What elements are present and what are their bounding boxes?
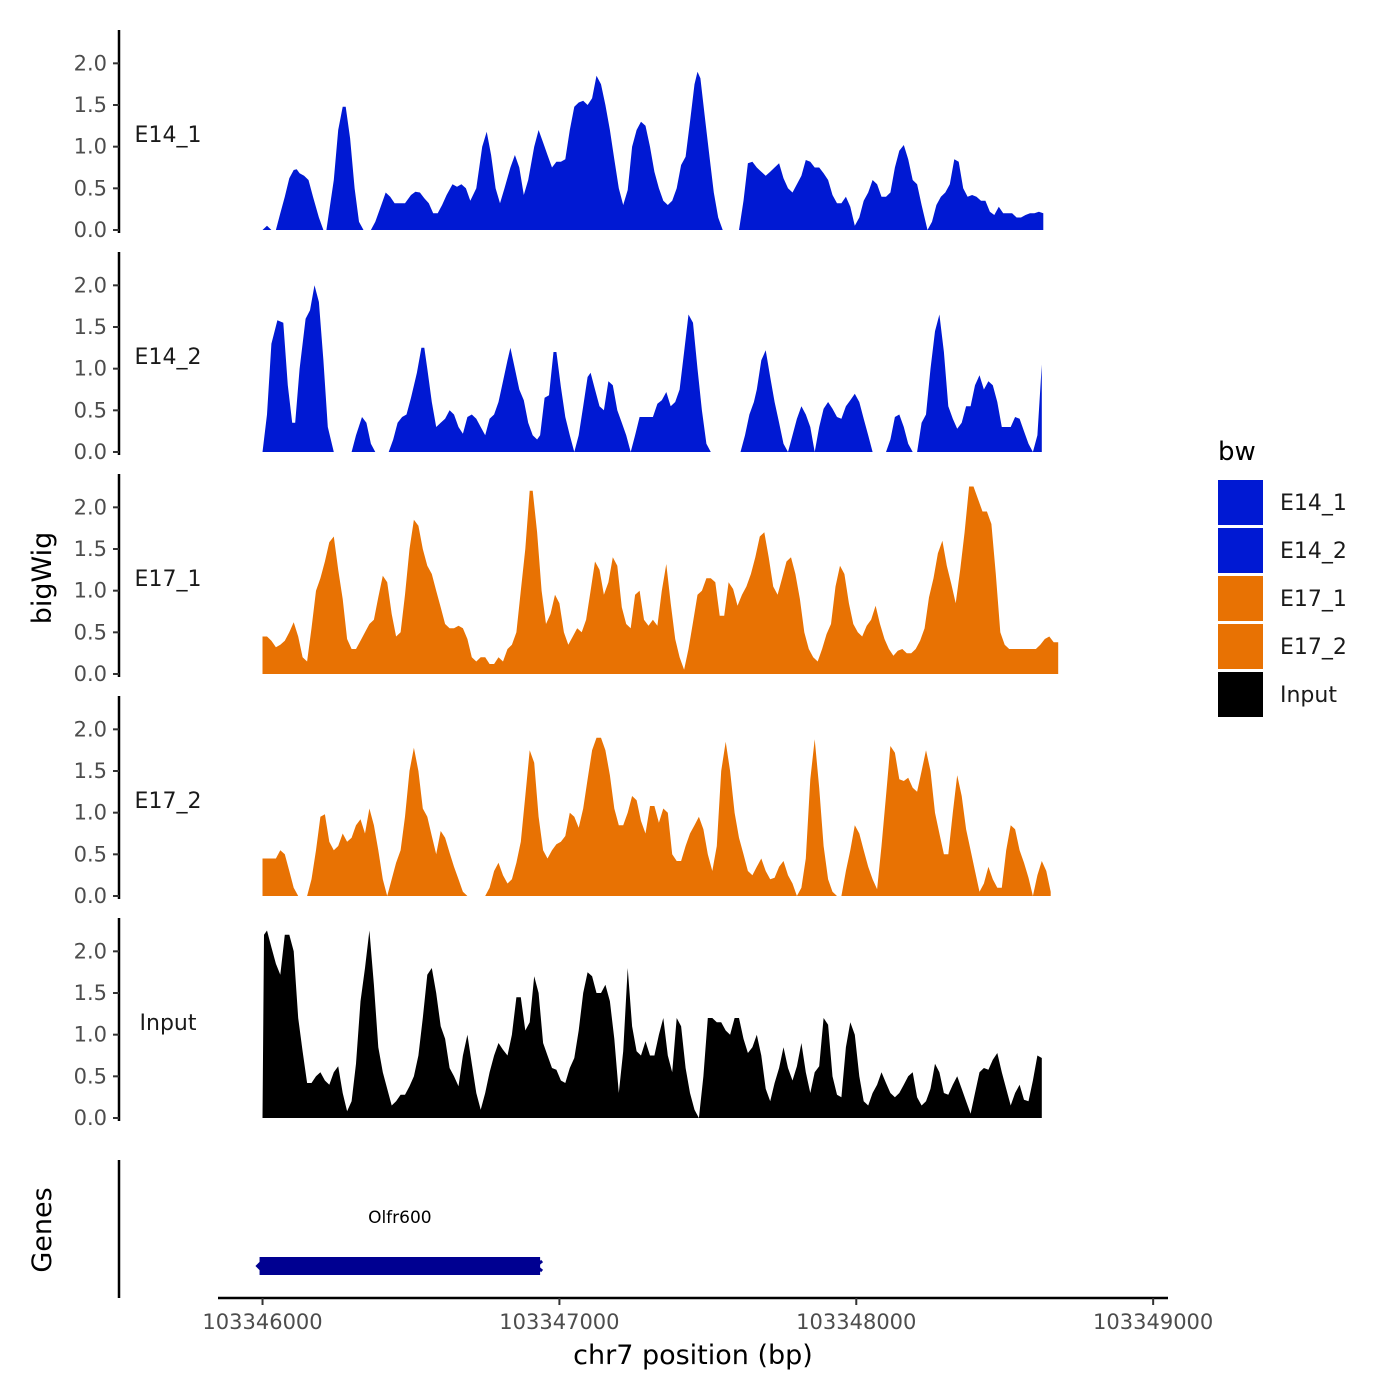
gene-olfr600: Olfr600 <box>255 1208 544 1275</box>
legend-swatch <box>1218 480 1263 525</box>
y-tick-label: 1.0 <box>74 801 107 825</box>
y-tick-label: 0.0 <box>74 662 107 686</box>
area-e17_1 <box>262 486 1059 674</box>
x-tick-label: 103347000 <box>499 1310 619 1334</box>
legend-item-e17_1: E17_1 <box>1218 576 1347 621</box>
y-tick-label: 1.5 <box>74 537 107 561</box>
y-tick-label: 0.0 <box>74 218 107 242</box>
legend-label: E14_1 <box>1280 491 1347 516</box>
area-e14_2 <box>262 285 1042 452</box>
y-tick-label: 0.5 <box>74 398 107 422</box>
strand-arrow <box>255 1258 265 1274</box>
track-label: E17_1 <box>135 567 202 592</box>
strand-arrow <box>533 1259 544 1273</box>
legend-swatch <box>1218 528 1263 573</box>
gene-label: Olfr600 <box>368 1208 432 1228</box>
y-tick-label: 2.0 <box>74 495 107 519</box>
legend-label: Input <box>1280 683 1337 708</box>
y-tick-label: 0.5 <box>74 620 107 644</box>
area-input <box>262 930 1042 1118</box>
y-tick-label: 1.5 <box>74 315 107 339</box>
legend-title: bw <box>1218 437 1256 467</box>
x-tick-label: 103348000 <box>796 1310 916 1334</box>
y-tick-label: 0.5 <box>74 176 107 200</box>
x-axis-title: chr7 position (bp) <box>573 1340 813 1371</box>
y-tick-label: 1.0 <box>74 1023 107 1047</box>
track-label: E17_2 <box>135 789 202 814</box>
legend-item-e17_2: E17_2 <box>1218 624 1347 669</box>
y-tick-label: 0.0 <box>74 440 107 464</box>
y-tick-label: 1.5 <box>74 93 107 117</box>
track-label: E14_1 <box>135 123 202 148</box>
y-tick-label: 0.0 <box>74 884 107 908</box>
y-tick-label: 1.0 <box>74 135 107 159</box>
legend-label: E14_2 <box>1280 539 1347 564</box>
y-tick-label: 2.0 <box>74 273 107 297</box>
x-axis: 103346000 103347000 103348000 103349000 <box>202 1296 1213 1334</box>
genes-axis-title: Genes <box>27 1187 58 1272</box>
track-e14_2: 0.0 0.5 1.0 1.5 2.0 E14_2 <box>74 252 1042 464</box>
area-e17_2 <box>262 737 1051 896</box>
track-input: 0.0 0.5 1.0 1.5 2.0 Input <box>74 918 1042 1130</box>
track-e14_1: 0.0 0.5 1.0 1.5 2.0 E14_1 <box>74 30 1044 242</box>
y-tick-label: 1.0 <box>74 357 107 381</box>
legend-label: E17_2 <box>1280 635 1347 660</box>
legend-swatch <box>1218 576 1263 621</box>
legend-item-input: Input <box>1218 672 1337 717</box>
track-label: Input <box>140 1011 197 1036</box>
legend: bw E14_1 E14_2 E17_1 E17_2 Input <box>1218 437 1347 717</box>
y-tick-label: 2.0 <box>74 717 107 741</box>
y-tick-label: 2.0 <box>74 939 107 963</box>
track-e17_1: 0.0 0.5 1.0 1.5 2.0 E17_1 <box>74 474 1059 686</box>
x-tick-label: 103349000 <box>1093 1310 1213 1334</box>
y-tick-label: 1.5 <box>74 759 107 783</box>
y-tick-label: 0.5 <box>74 842 107 866</box>
x-tick-label: 103346000 <box>202 1310 322 1334</box>
legend-swatch <box>1218 672 1263 717</box>
legend-label: E17_1 <box>1280 587 1347 612</box>
y-tick-label: 0.0 <box>74 1106 107 1130</box>
y-tick-label: 1.0 <box>74 579 107 603</box>
area-e14_1 <box>262 71 1044 230</box>
legend-swatch <box>1218 624 1263 669</box>
legend-item-e14_1: E14_1 <box>1218 480 1347 525</box>
gene-body <box>259 1257 541 1275</box>
y-tick-label: 0.5 <box>74 1064 107 1088</box>
track-e17_2: 0.0 0.5 1.0 1.5 2.0 E17_2 <box>74 696 1051 908</box>
tracks-layer: 0.0 0.5 1.0 1.5 2.0 E14_1 0.0 0.5 1.0 1.5 2.0 E14_2… <box>74 30 1059 1130</box>
y-tick-label: 1.5 <box>74 981 107 1005</box>
legend-item-e14_2: E14_2 <box>1218 528 1347 573</box>
track-label: E14_2 <box>135 345 202 370</box>
y-tick-label: 2.0 <box>74 51 107 75</box>
genes-panel: Olfr600 <box>117 1160 544 1298</box>
y-axis-title: bigWig <box>27 532 58 625</box>
